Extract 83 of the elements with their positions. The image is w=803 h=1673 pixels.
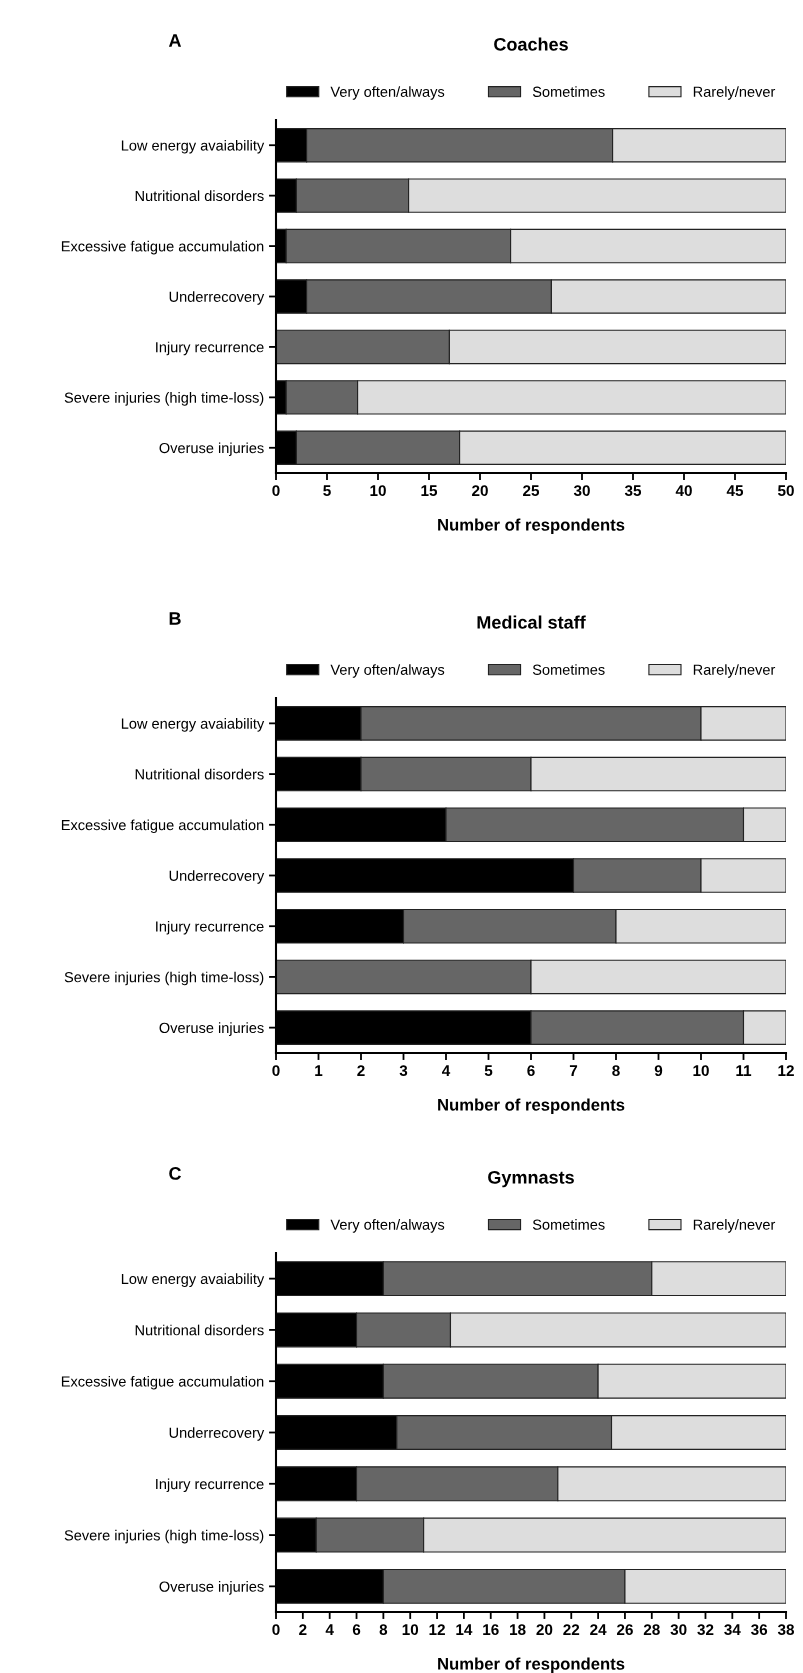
y-tick-label: Underrecovery — [169, 291, 265, 305]
x-tick-label: 9 — [654, 1065, 663, 1077]
x-tick-label: 35 — [624, 485, 642, 497]
legend-label: Very often/always — [330, 1219, 445, 1233]
text: A — [168, 34, 182, 47]
x-tick-label: 4 — [325, 1624, 334, 1635]
y-tick-label: Severe injuries (high time-loss) — [64, 1529, 264, 1544]
x-axis-title: Number of respondents — [438, 1098, 625, 1115]
x-tick-label: 25 — [523, 485, 540, 497]
y-tick-label: Overuse injuries — [159, 442, 264, 457]
x-tick-label: 6 — [527, 1065, 535, 1077]
x-tick-label: 16 — [483, 1624, 499, 1636]
legend-label: Rarely/never — [693, 86, 776, 100]
x-tick-label: 18 — [510, 1624, 526, 1636]
chart-title: Gymnasts — [488, 1170, 574, 1188]
x-tick-label: 4 — [441, 1065, 451, 1076]
x-axis-title: Number of respondents — [438, 518, 625, 535]
x-tick-label: 8 — [612, 1065, 620, 1077]
y-tick-label: Low energy avaiability — [121, 718, 265, 732]
legend-label: Very often/always — [330, 86, 445, 100]
y-tick-label: Nutritional disorders — [135, 768, 264, 780]
text: C — [169, 1167, 182, 1180]
y-tick-label: Overuse injuries — [159, 1581, 264, 1595]
x-tick-label: 22 — [563, 1624, 580, 1635]
x-tick-label: 5 — [323, 485, 331, 497]
y-tick-label: Overuse injuries — [159, 1022, 264, 1036]
y-tick-label: Injury recurrence — [156, 920, 264, 935]
y-tick-label: Low energy avaiability — [121, 139, 265, 154]
x-tick-label: 8 — [379, 1624, 388, 1636]
legend-label: Sometimes — [532, 664, 605, 675]
chart-title: Coaches — [494, 37, 568, 51]
x-tick-label: 30 — [573, 485, 590, 497]
x-tick-label: 0 — [272, 1065, 280, 1077]
x-tick-label: 0 — [272, 485, 280, 497]
legend-label: Rarely/never — [693, 664, 776, 678]
x-tick-label: 7 — [569, 1065, 578, 1076]
y-tick-label: Nutritional disorders — [135, 190, 264, 202]
x-axis-title: Number of respondents — [438, 1657, 625, 1673]
x-tick-label: 36 — [751, 1624, 768, 1636]
x-tick-label: 20 — [536, 1624, 553, 1636]
x-tick-label: 12 — [429, 1624, 445, 1635]
x-tick-label: 28 — [643, 1624, 660, 1636]
x-tick-label: 2 — [357, 1065, 365, 1076]
x-tick-label: 32 — [697, 1624, 714, 1636]
x-tick-label: 30 — [670, 1624, 687, 1636]
legend-label: Sometimes — [532, 86, 605, 97]
x-tick-label: 3 — [399, 1065, 408, 1077]
x-tick-label: 6 — [352, 1624, 361, 1636]
x-tick-label: 14 — [456, 1624, 473, 1635]
x-tick-label: 10 — [370, 485, 386, 497]
x-tick-label: 40 — [675, 485, 692, 497]
y-tick-label: Excessive fatigue accumulation — [61, 240, 264, 255]
x-tick-label: 15 — [421, 485, 438, 497]
legend-label: Rarely/never — [693, 1219, 776, 1233]
x-tick-label: 24 — [590, 1624, 607, 1635]
x-tick-label: 45 — [726, 485, 744, 497]
x-tick-label: 10 — [402, 1624, 419, 1636]
x-tick-label: 5 — [484, 1065, 493, 1077]
x-tick-label: 11 — [736, 1065, 752, 1076]
x-tick-label: 26 — [616, 1624, 633, 1636]
x-tick-label: 50 — [777, 485, 794, 497]
y-tick-label: Nutritional disorders — [135, 1324, 264, 1336]
y-tick-label: Injury recurrence — [156, 1478, 264, 1493]
y-tick-label: Underrecovery — [169, 1427, 265, 1441]
x-tick-label: 12 — [778, 1065, 794, 1076]
x-tick-label: 34 — [724, 1624, 741, 1636]
y-tick-label: Excessive fatigue accumulation — [61, 1375, 264, 1390]
legend-label: Very often/always — [330, 664, 445, 678]
y-tick-label: Low energy avaiability — [121, 1273, 265, 1287]
x-tick-label: 2 — [299, 1624, 307, 1635]
legend-label: Sometimes — [532, 1219, 605, 1230]
x-tick-label: 20 — [472, 485, 488, 497]
text: B — [169, 612, 181, 625]
y-tick-label: Injury recurrence — [156, 341, 264, 356]
chart-title: Medical staff — [477, 615, 586, 629]
y-tick-label: Severe injuries (high time-loss) — [64, 971, 264, 986]
y-tick-label: Severe injuries (high time-loss) — [64, 392, 264, 406]
y-tick-label: Excessive fatigue accumulation — [61, 819, 264, 834]
x-tick-label: 1 — [315, 1065, 323, 1076]
x-tick-label: 38 — [777, 1624, 795, 1636]
y-tick-label: Underrecovery — [169, 870, 265, 884]
x-tick-label: 10 — [693, 1065, 709, 1077]
x-tick-label: 0 — [272, 1624, 280, 1636]
